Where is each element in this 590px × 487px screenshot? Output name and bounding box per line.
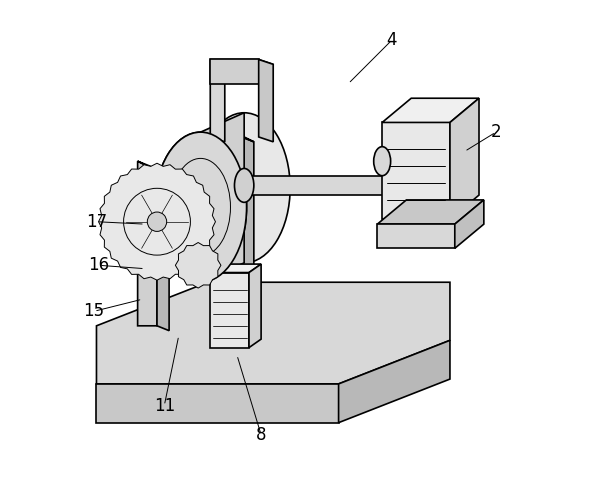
Polygon shape	[99, 163, 215, 280]
Polygon shape	[242, 137, 254, 331]
Polygon shape	[249, 264, 261, 348]
Polygon shape	[157, 171, 169, 331]
Text: 17: 17	[86, 213, 107, 231]
Text: 16: 16	[88, 256, 110, 274]
Polygon shape	[222, 127, 254, 142]
Polygon shape	[210, 273, 249, 348]
Text: 15: 15	[84, 302, 104, 320]
Polygon shape	[455, 200, 484, 248]
Polygon shape	[210, 59, 273, 64]
Polygon shape	[210, 59, 225, 142]
Polygon shape	[258, 59, 273, 142]
Text: 11: 11	[153, 397, 175, 415]
Polygon shape	[244, 176, 402, 195]
Polygon shape	[382, 122, 450, 219]
Text: 2: 2	[491, 123, 502, 141]
Ellipse shape	[373, 147, 391, 176]
Polygon shape	[378, 200, 484, 224]
Polygon shape	[201, 113, 244, 282]
Polygon shape	[210, 59, 258, 84]
Polygon shape	[137, 161, 169, 176]
Polygon shape	[222, 127, 242, 326]
Polygon shape	[339, 340, 450, 423]
Polygon shape	[175, 243, 221, 288]
Polygon shape	[137, 161, 157, 326]
Polygon shape	[210, 264, 261, 273]
Ellipse shape	[148, 212, 167, 231]
Text: 8: 8	[256, 426, 266, 444]
Polygon shape	[450, 98, 479, 219]
Polygon shape	[97, 384, 339, 423]
Text: 4: 4	[386, 31, 397, 49]
Polygon shape	[382, 98, 479, 122]
Ellipse shape	[155, 132, 247, 282]
Ellipse shape	[234, 169, 254, 202]
Polygon shape	[97, 282, 450, 384]
Polygon shape	[378, 224, 455, 248]
Ellipse shape	[198, 113, 290, 263]
Ellipse shape	[155, 132, 247, 282]
